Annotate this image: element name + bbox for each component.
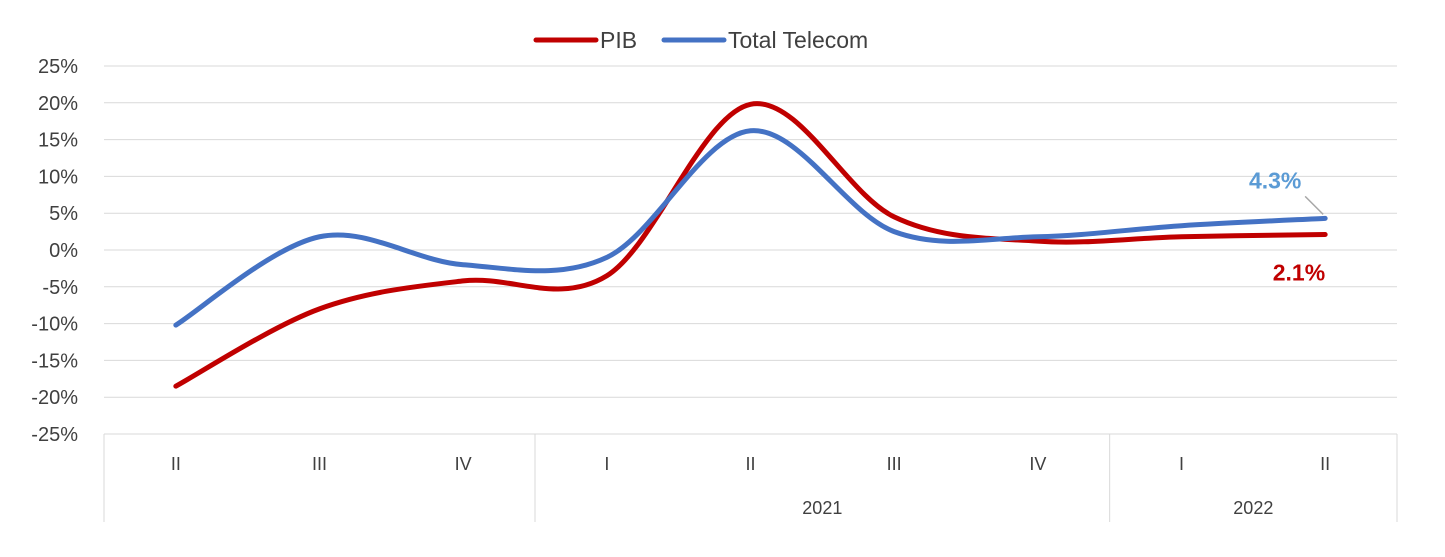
x-tick-label: III xyxy=(887,454,902,474)
gridlines xyxy=(104,65,1397,435)
data-label-leader xyxy=(1304,195,1324,215)
y-tick-label: 5% xyxy=(49,203,78,225)
data-label-telecom: 4.3% xyxy=(1249,167,1301,193)
series-lines xyxy=(173,101,1328,389)
y-tick-label: 0% xyxy=(49,240,78,262)
y-tick-label: 15% xyxy=(38,130,78,152)
y-tick-label: -5% xyxy=(42,277,78,299)
legend-label-pib: PIB xyxy=(600,27,637,53)
x-tick-label: II xyxy=(745,454,755,474)
x-group-label: 2022 xyxy=(1233,498,1273,518)
x-tick-label: I xyxy=(1179,454,1184,474)
data-labels: 4.3% 2.1% xyxy=(1249,167,1325,285)
x-group-label: 2021 xyxy=(802,498,842,518)
axes: 25% 20% 15% 10% 5% 0% -5% -10% -15% -20% -25% 2021 2… xyxy=(31,56,1398,522)
x-tick-label: IV xyxy=(1029,454,1046,474)
legend-label-total-telecom: Total Telecom xyxy=(728,27,868,53)
x-tick-label: II xyxy=(171,454,181,474)
x-tick-label: III xyxy=(312,454,327,474)
y-tick-label: 10% xyxy=(38,166,78,188)
y-tick-label: -15% xyxy=(31,350,78,372)
series-line-total-telecom xyxy=(173,128,1328,328)
y-tick-label: -25% xyxy=(31,424,78,446)
y-tick-label: -20% xyxy=(31,387,78,409)
y-tick-label: 20% xyxy=(38,93,78,115)
x-tick-label: IV xyxy=(455,454,472,474)
data-label-pib: 2.1% xyxy=(1273,260,1325,286)
series-line-pib xyxy=(173,101,1328,389)
x-tick-label: II xyxy=(1320,454,1330,474)
x-tick-label: I xyxy=(604,454,609,474)
legend: PIB Total Telecom xyxy=(533,27,868,53)
y-tick-label: -10% xyxy=(31,314,78,336)
y-tick-label: 25% xyxy=(38,56,78,78)
